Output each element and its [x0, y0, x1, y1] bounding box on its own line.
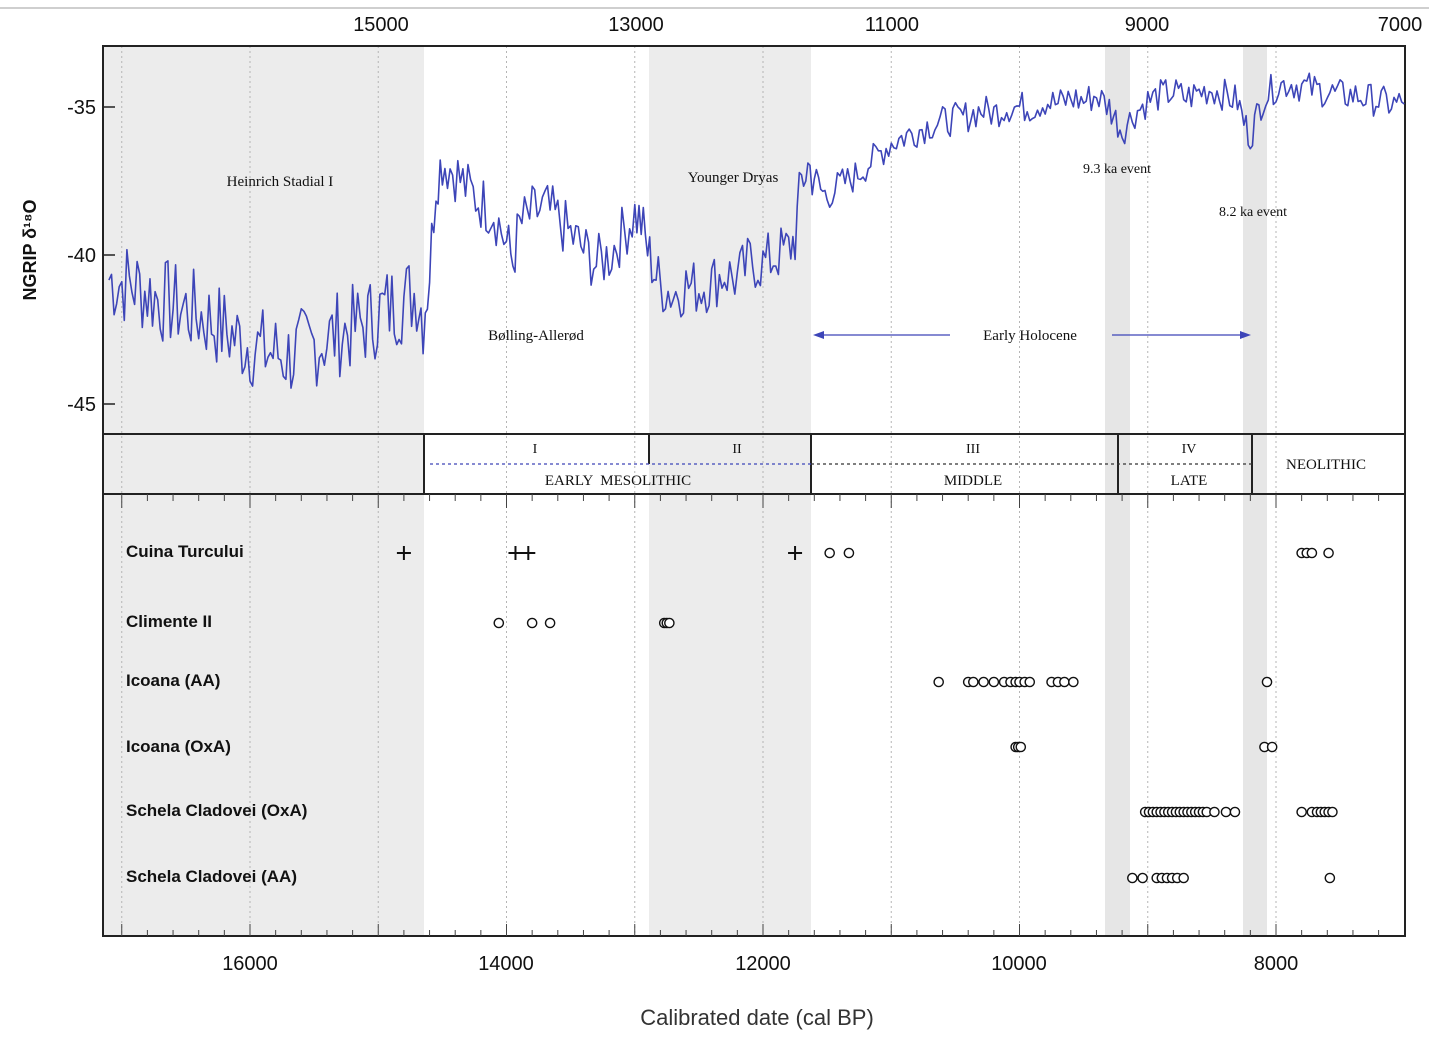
band-heinrich-stadial: [104, 46, 424, 936]
date-marker-circle: [493, 617, 505, 629]
annotation-bolling-allerod: Bølling-Allerød: [488, 328, 584, 344]
date-marker-circle: [526, 617, 538, 629]
band-8-2-ka-event: [1243, 46, 1267, 936]
annotation-younger-dryas: Younger Dryas: [688, 170, 779, 186]
x-tick-10000: 10000: [991, 953, 1047, 975]
phase-label-iii: III: [966, 442, 980, 457]
date-marker-circle: [1323, 547, 1334, 559]
top-tick-15000: 15000: [353, 14, 409, 36]
top-tick-9000: 9000: [1125, 14, 1170, 36]
date-marker-circle: [988, 676, 1000, 688]
date-marker-plus: [788, 546, 803, 560]
date-marker-plus: [521, 546, 536, 560]
y-tick-minus-35: -35: [67, 97, 96, 119]
date-marker-circle: [1266, 741, 1278, 753]
vertical-gridlines: [121, 46, 1277, 936]
date-marker-circle: [1137, 872, 1148, 884]
date-marker-circle: [1324, 872, 1336, 884]
site-label-climente-ii: Climente II: [126, 612, 212, 631]
y-axis-label: NGRIP δ¹⁸O: [20, 199, 40, 300]
arrowhead-left-icon: [813, 331, 824, 339]
annotation-early-holocene: Early Holocene: [983, 328, 1077, 344]
date-marker-circle: [1015, 741, 1027, 753]
site-label-icoana-oxa: Icoana (OxA): [126, 737, 231, 756]
date-marker-circle: [1229, 806, 1241, 818]
annotation-9-3-ka-event: 9.3 ka event: [1083, 162, 1151, 177]
phase-label-iv: IV: [1182, 442, 1197, 457]
date-marker-circle: [1209, 806, 1220, 818]
arrowhead-right-icon: [1240, 331, 1251, 339]
date-marker-circle: [1178, 872, 1189, 884]
site-label-cuina-turcului: Cuina Turcului: [126, 542, 244, 561]
date-marker-circle: [664, 617, 675, 629]
annotation-heinrich-stadial: Heinrich Stadial I: [227, 174, 334, 190]
date-marker-circle: [544, 617, 556, 629]
x-axis-label: Calibrated date (cal BP): [640, 1005, 874, 1030]
top-tick-13000: 13000: [608, 14, 664, 36]
climate-annotations: Heinrich Stadial I Bølling-Allerød Young…: [227, 162, 1287, 344]
date-marker-circle: [824, 547, 835, 559]
date-marker-circle: [1024, 676, 1036, 688]
date-marker-circle: [1327, 806, 1338, 818]
y-tick-minus-45: -45: [67, 394, 96, 416]
date-marker-circle: [843, 547, 855, 559]
date-marker-plus: [508, 546, 523, 560]
date-marker-circle: [1068, 676, 1079, 688]
band-younger-dryas: [649, 46, 811, 936]
date-marker-circle: [1059, 676, 1070, 688]
period-label-middle: MIDDLE: [944, 473, 1002, 489]
date-marker-circle: [1127, 872, 1138, 884]
y-tick-minus-40: -40: [67, 245, 96, 267]
site-labels: Cuina Turcului Climente II Icoana (AA) I…: [126, 542, 307, 886]
annotation-8-2-ka-event: 8.2 ka event: [1219, 205, 1287, 220]
site-label-schela-cladovei-oxa: Schela Cladovei (OxA): [126, 801, 307, 820]
date-marker-circle: [1220, 806, 1232, 818]
period-label-early-mesolithic: EARLY MESOLITHIC: [545, 473, 691, 489]
date-marker-circle: [968, 676, 979, 688]
x-tick-12000: 12000: [735, 953, 791, 975]
x-tick-16000: 16000: [222, 953, 278, 975]
ngrip-curve: [108, 72, 1405, 389]
period-label-late: LATE: [1171, 473, 1208, 489]
period-label-neolithic: NEOLITHIC: [1286, 457, 1366, 473]
climate-shading-bands: [104, 46, 1267, 936]
plot-frame: [102, 45, 1406, 937]
phase-label-i: I: [533, 442, 538, 457]
site-label-icoana-aa: Icoana (AA): [126, 671, 220, 690]
y-axis: -35 -40 -45 NGRIP δ¹⁸O: [20, 97, 115, 416]
date-markers: [396, 546, 1338, 884]
date-marker-circle: [1296, 806, 1307, 818]
date-marker-circle: [1306, 547, 1318, 559]
bottom-axis: 16000 14000 12000 10000 8000 Calibrated …: [222, 953, 1298, 1030]
date-marker-plus: [396, 546, 411, 560]
site-label-schela-cladovei-aa: Schela Cladovei (AA): [126, 867, 297, 886]
x-tick-8000: 8000: [1254, 953, 1299, 975]
date-marker-circle: [933, 676, 945, 688]
top-axis: 15000 13000 11000 9000 7000: [0, 7, 1429, 36]
top-tick-7000: 7000: [1378, 14, 1423, 36]
date-marker-circle: [1261, 676, 1273, 688]
date-marker-circle: [978, 676, 989, 688]
cultural-period-band: I II III IV EARLY MESOLITHIC MIDDLE LATE…: [423, 434, 1366, 494]
top-tick-11000: 11000: [865, 14, 919, 36]
phase-label-ii: II: [732, 442, 742, 457]
minor-ticks: [121, 494, 1380, 936]
x-tick-14000: 14000: [478, 953, 534, 975]
